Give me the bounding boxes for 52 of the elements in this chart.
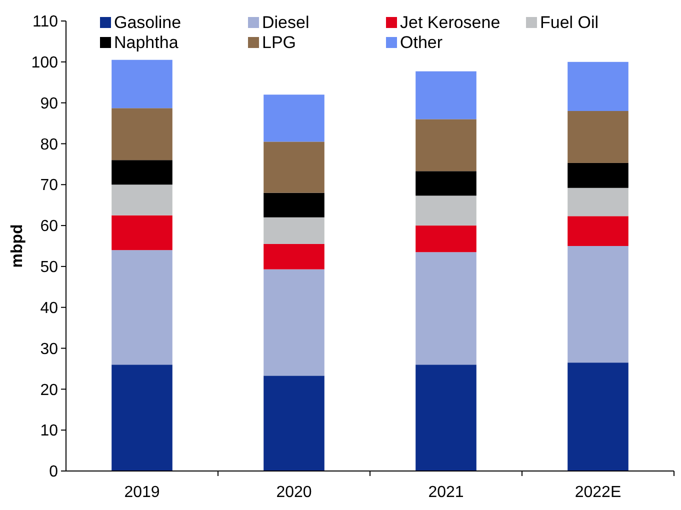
- bar: [568, 162, 628, 188]
- bar: [112, 364, 172, 471]
- bar: [264, 269, 324, 376]
- y-tick-label: 0: [49, 464, 58, 481]
- x-tick-label: 2021: [428, 484, 464, 501]
- y-tick-label: 20: [40, 382, 58, 399]
- bar: [264, 376, 324, 471]
- y-axis-title: mbpd: [9, 224, 26, 268]
- bar: [264, 217, 324, 244]
- bar: [416, 119, 476, 172]
- bar: [416, 226, 476, 252]
- bar: [264, 192, 324, 218]
- bar: [112, 60, 172, 108]
- y-tick-label: 110: [32, 14, 58, 31]
- bar: [112, 160, 172, 185]
- bar: [112, 250, 172, 365]
- bar: [112, 108, 172, 160]
- y-tick-label: 10: [40, 422, 58, 440]
- y-tick-label: 40: [40, 300, 58, 317]
- bar: [568, 62, 628, 111]
- bar: [264, 94, 324, 142]
- bar: [568, 362, 628, 471]
- x-tick-label: 2020: [276, 484, 312, 501]
- legend-label: Diesel: [262, 13, 310, 32]
- x-tick-label: 2022E: [574, 484, 622, 501]
- bar: [416, 71, 476, 120]
- legend-label: Jet Kerosene: [400, 13, 500, 32]
- y-tick-label: 60: [40, 218, 58, 236]
- legend-label: Naphtha: [114, 33, 179, 52]
- y-tick-label: 90: [40, 95, 58, 112]
- y-tick-label: 50: [40, 259, 58, 276]
- bar: [568, 216, 628, 246]
- bar: [264, 244, 324, 270]
- legend-label: Other: [400, 33, 443, 52]
- bar: [112, 215, 172, 250]
- bar: [112, 184, 172, 216]
- bar: [416, 364, 476, 471]
- y-tick-label: 30: [40, 340, 58, 358]
- bar: [264, 142, 324, 193]
- legend-label: Fuel Oil: [540, 13, 599, 32]
- bar: [568, 188, 628, 216]
- bar: [568, 246, 628, 363]
- bar: [416, 171, 476, 196]
- legend-label: LPG: [262, 33, 296, 52]
- legend-label: Gasoline: [114, 13, 182, 32]
- y-tick-label: 80: [40, 136, 58, 154]
- bar: [416, 196, 476, 226]
- bar: [568, 111, 628, 163]
- x-tick-label: 2019: [124, 484, 160, 501]
- y-tick-label: 70: [40, 177, 58, 194]
- y-tick-label: 100: [31, 54, 58, 72]
- bar: [416, 252, 476, 365]
